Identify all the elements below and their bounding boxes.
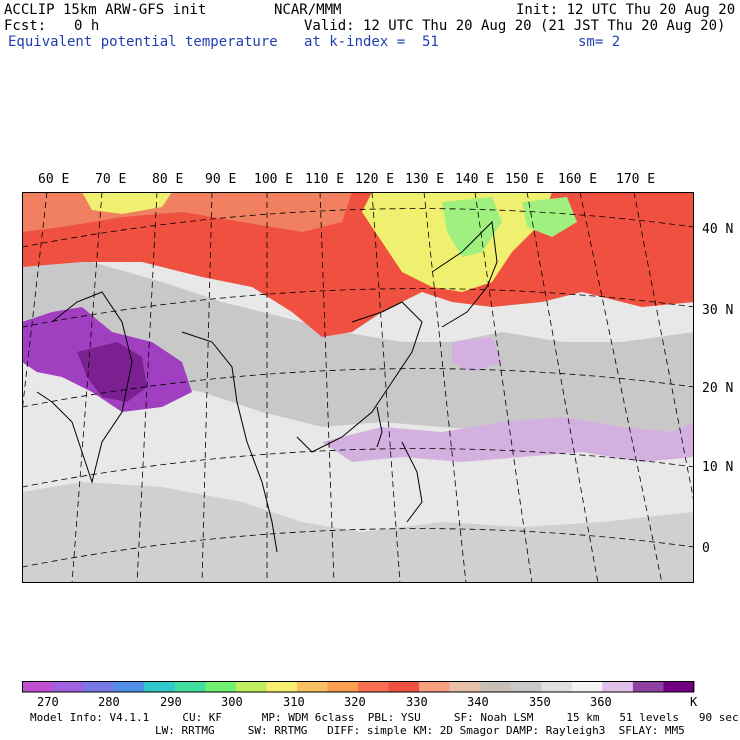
colorbar [22,681,695,693]
colorbar-label: 350 [529,695,551,709]
colorbar-label: 290 [160,695,182,709]
lon-label: 140 E [455,172,495,187]
colorbar-swatch [663,681,695,692]
model-title: ACCLIP 15km ARW-GFS init [4,2,207,18]
light-purple-east-region [452,337,502,372]
colorbar-swatch [235,681,267,692]
lat-label: 10 N [702,460,734,475]
colorbar-label: 330 [406,695,428,709]
init-time: Init: 12 UTC Thu 20 Aug 20 [516,2,736,18]
colorbar-swatch [174,681,206,692]
colorbar-label: 360 [590,695,612,709]
colorbar-swatch [144,681,176,692]
lon-label: 100 E [254,172,294,187]
grey-band-region [22,252,694,442]
colorbar-swatch [449,681,481,692]
lat-label: 30 N [702,303,734,318]
equivalent-potential-temperature-map [22,192,694,583]
graticule [22,192,694,583]
colorbar-label: 280 [98,695,120,709]
light-purple-tropics-region [322,417,694,462]
level-info: at k-index = 51 [304,34,439,50]
map-frame [22,192,694,583]
colorbar-swatch [632,681,664,692]
colorbar-swatch [571,681,603,692]
model-info-line-2: LW: RRTMG SW: RRTMG DIFF: simple KM: 2D … [155,724,685,737]
lon-label: 60 E [38,172,70,187]
colorbar-swatch [541,681,573,692]
lon-label: 70 E [95,172,127,187]
center-name: NCAR/MMM [274,2,342,18]
lon-label: 160 E [558,172,598,187]
grey-south-region [22,482,694,583]
lat-label: 0 [702,541,710,556]
yellow-northwest-region [82,192,172,214]
lon-label: 150 E [505,172,545,187]
colorbar-swatch [419,681,451,692]
colorbar-swatch [480,681,512,692]
colorbar-swatch [602,681,634,692]
smoothing-info: sm= 2 [578,34,621,50]
field-name: Equivalent potential temperature [8,34,278,50]
colorbar-swatch [52,681,84,692]
lon-label: 90 E [205,172,237,187]
colorbar-swatch [358,681,390,692]
lon-label: 120 E [355,172,395,187]
colorbar-swatch [296,681,328,692]
lon-label: 80 E [152,172,184,187]
dark-purple-core-region [77,342,147,402]
colorbar-label: 310 [283,695,305,709]
model-info-line-1: Model Info: V4.1.1 CU: KF MP: WDM 6class… [30,711,739,724]
green-northeast-region [522,197,577,237]
colorbar-swatch [113,681,145,692]
lon-label: 130 E [405,172,445,187]
colorbar-swatch [327,681,359,692]
colorbar-frame [22,681,694,693]
forecast-label: Fcst: [4,18,47,34]
colorbar-unit: K [690,695,698,709]
colorbar-swatch [205,681,237,692]
green-north-region [442,197,502,257]
colorbar-swatch [83,681,115,692]
forecast-hour: 0 h [74,18,100,34]
colorbar-swatch [388,681,420,692]
lat-label: 20 N [702,381,734,396]
colorbar-swatch [266,681,298,692]
lon-label: 110 E [305,172,345,187]
colorbar-swatch [22,681,54,692]
colorbar-label: 320 [344,695,366,709]
colorbar-swatch [510,681,542,692]
coastlines [36,220,498,553]
colorbar-label: 340 [467,695,489,709]
lon-label: 170 E [616,172,656,187]
lat-label: 40 N [702,222,734,237]
valid-time: Valid: 12 UTC Thu 20 Aug 20 (21 JST Thu … [304,18,726,34]
colorbar-label: 300 [221,695,243,709]
colorbar-label: 270 [37,695,59,709]
